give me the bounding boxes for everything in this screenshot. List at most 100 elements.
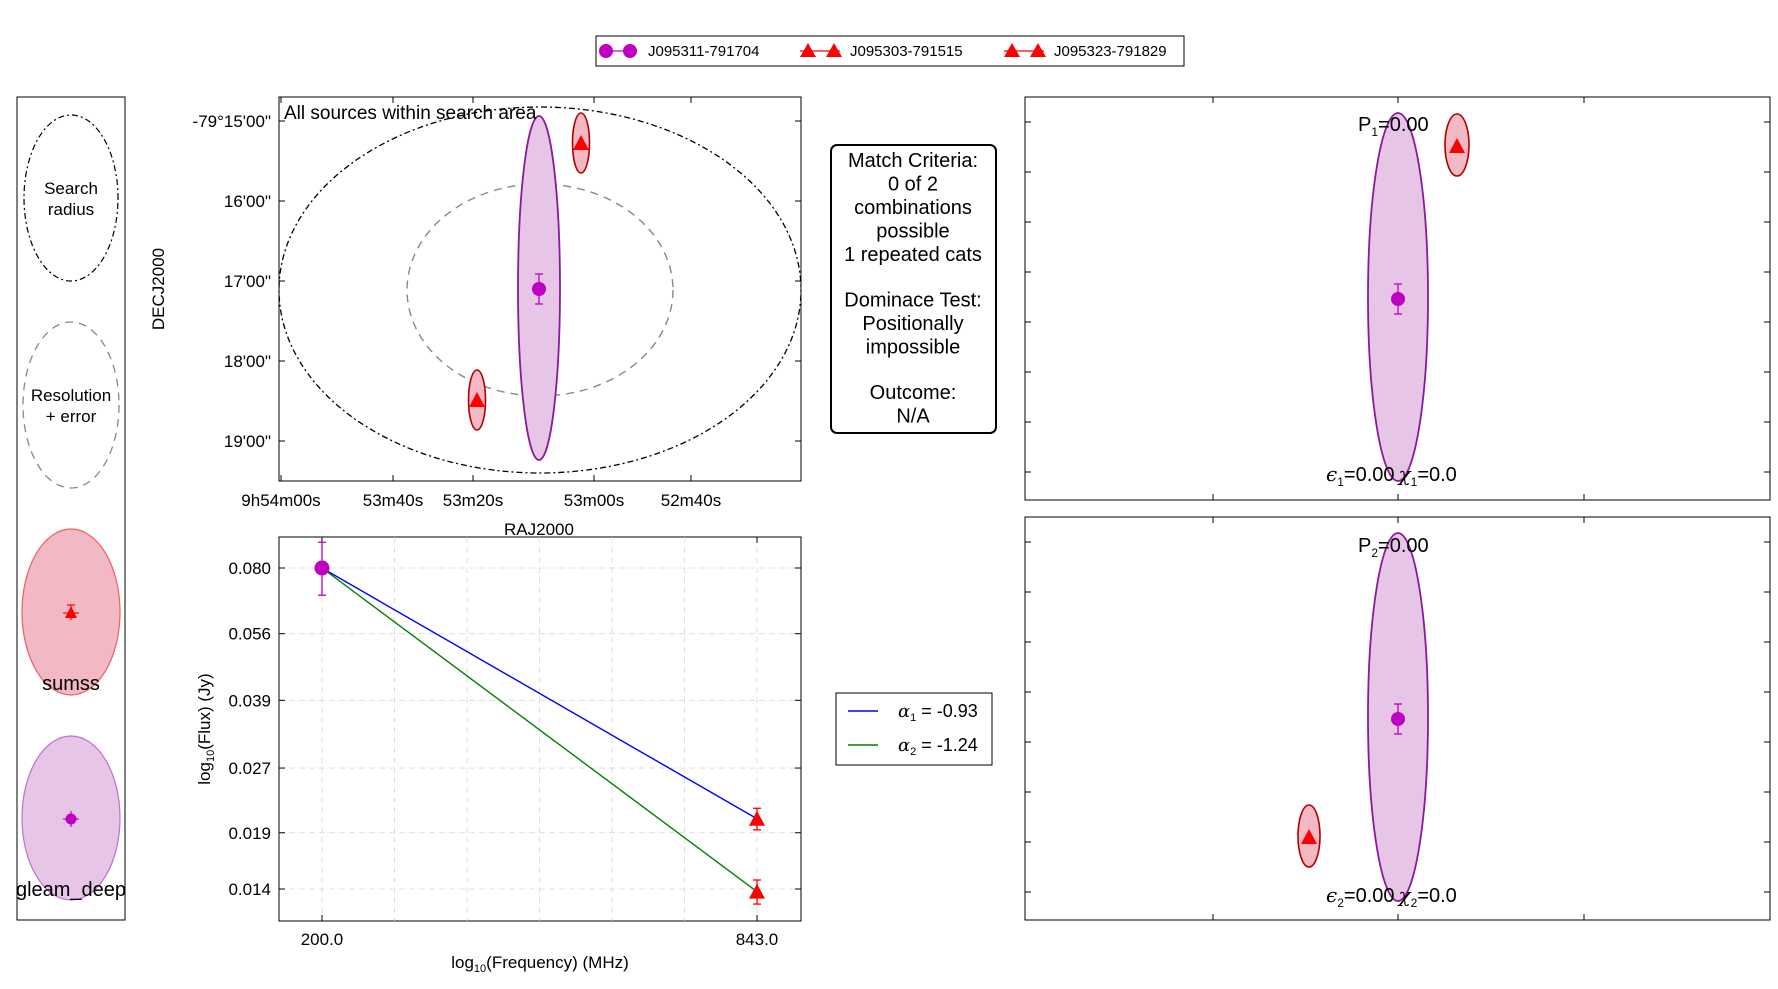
pos-ytick-label: 19'00" [224, 432, 271, 451]
alpha-2-value: = -1.24 [916, 735, 978, 755]
top-legend-frame [595, 35, 1185, 67]
position-plot: All sources within search area 9h54m00s 5… [149, 96, 802, 539]
position-gleam-marker-circle-icon [532, 273, 546, 305]
fit-line-alpha-1 [321, 567, 758, 820]
search-radius-label-1: Search [44, 179, 98, 198]
spectrum-ytick-label: 0.027 [228, 759, 271, 778]
alpha-1-value: = -0.93 [916, 701, 978, 721]
key-panel: Search radius Resolution + error sumss g… [16, 96, 126, 921]
criteria-line: combinations [854, 197, 972, 219]
position-plot-ticks: 9h54m00s 53m40s 53m20s 53m00s 52m40s -79°15'0… [193, 97, 801, 510]
legend-entry-3: J095323-791829 [1004, 43, 1167, 60]
spectrum-ytick-label: 0.039 [228, 691, 271, 710]
search-radius-ellipse [23, 114, 119, 282]
legend-label-1: J095311-791704 [648, 43, 760, 60]
pos-xtick-label: 52m40s [661, 491, 721, 510]
match-2-chi-sub: 2 [1411, 896, 1418, 910]
spectrum-ylabel: log10(Flux) (Jy) [195, 673, 217, 784]
match-1-stats: ϵ1=0.00 χ1=0.0 [1326, 462, 1457, 489]
top-legend: J095311-791704 J095303-791515 J095323-79… [595, 35, 1185, 67]
criteria-line: 0 of 2 [888, 174, 938, 196]
pos-ytick-label: 18'00" [224, 352, 271, 371]
spectrum-plot: 0.080 0.056 0.039 0.027 0.019 0.014 200.0 843.0… [195, 536, 802, 975]
match-1-p-sub: 1 [1371, 125, 1378, 139]
search-radius-label-2: radius [48, 200, 94, 219]
spectrum-points [314, 541, 765, 905]
spectrum-ytick-label: 0.014 [228, 880, 271, 899]
spectrum-ytick-label: 0.019 [228, 824, 271, 843]
match-2-e-label: ϵ [1326, 883, 1337, 907]
legend-entry-1: J095311-791704 [599, 43, 760, 60]
pos-ytick-label: -79°15'00" [193, 112, 271, 131]
pos-ytick-label: 17'00" [224, 272, 271, 291]
criteria-line: Match Criteria: [848, 150, 978, 172]
match-2-e-value: =0.00 [1344, 885, 1395, 907]
spectrum-xtick-label: 200.0 [301, 930, 344, 949]
match-1-p-value: =0.00 [1378, 114, 1429, 136]
legend-entry-2: J095303-791515 [800, 43, 963, 60]
match-panel-2: P2=0.00 ϵ2=0.00 χ2=0.0 [1024, 516, 1771, 921]
alpha-legend-label-1: α1 = -0.93 [898, 701, 978, 724]
spectrum-ytick-label: 0.056 [228, 625, 271, 644]
spectrum-point-triangle-icon [749, 879, 765, 905]
resolution-error-ellipse [22, 321, 120, 489]
spectrum-xtick-label: 843.0 [736, 930, 779, 949]
match-1-probability: P1=0.00 [1358, 114, 1429, 139]
match-1-p-label: P [1358, 114, 1371, 136]
match-2-probability: P2=0.00 [1358, 535, 1429, 560]
match-1-chi-sub: 1 [1411, 475, 1418, 489]
criteria-line: Positionally [862, 313, 963, 335]
sumss-key-label: sumss [42, 673, 100, 695]
criteria-line: N/A [896, 406, 930, 428]
legend-marker-triangle-icon [800, 43, 842, 57]
resolution-error-label-2: + error [46, 407, 97, 426]
match-2-p-sub: 2 [1371, 546, 1378, 560]
alpha-legend: α1 = -0.93 α2 = -1.24 [835, 692, 993, 766]
match-2-stats: ϵ2=0.00 χ2=0.0 [1326, 883, 1457, 910]
criteria-line: impossible [866, 337, 960, 359]
match-panel-1: P1=0.00 ϵ1=0.00 χ1=0.0 [1024, 96, 1771, 501]
match-2-chi-value: =0.0 [1417, 885, 1456, 907]
match-1-gleam-circle-icon [1391, 283, 1405, 315]
position-plot-ylabel: DECJ2000 [149, 248, 168, 330]
match-1-e-value: =0.00 [1344, 464, 1395, 486]
spectrum-xlabel: log10(Frequency) (MHz) [451, 953, 629, 975]
alpha-2-symbol: α [898, 735, 910, 756]
spectrum-point-circle-icon [314, 541, 330, 596]
alpha-1-symbol: α [898, 701, 910, 722]
pos-ytick-label: 16'00" [224, 192, 271, 211]
match-panel-2-ticks [1025, 517, 1770, 920]
spectrum-point-triangle-icon [749, 807, 765, 831]
search-area-ellipse [279, 106, 801, 474]
alpha-legend-frame [835, 692, 993, 766]
legend-label-3: J095323-791829 [1054, 43, 1167, 60]
sumss-key-triangle-icon [63, 604, 79, 620]
alpha-2-sub: 2 [910, 746, 916, 758]
position-plot-xlabel: RAJ2000 [504, 520, 574, 539]
match-1-chi-value: =0.0 [1417, 464, 1456, 486]
legend-label-2: J095303-791515 [850, 43, 963, 60]
match-1-e-label: ϵ [1326, 462, 1337, 486]
pos-xtick-label: 9h54m00s [241, 491, 320, 510]
pos-xtick-label: 53m00s [564, 491, 624, 510]
alpha-1-sub: 1 [910, 712, 916, 724]
spectrum-grid [279, 537, 801, 921]
fit-line-alpha-2 [321, 567, 758, 893]
pos-xtick-label: 53m40s [363, 491, 423, 510]
gleam-key-circle-icon [63, 811, 79, 827]
position-sumss-2-marker-triangle-icon [469, 392, 485, 407]
match-1-chi-label: χ [1397, 462, 1413, 486]
criteria-line: Outcome: [870, 382, 957, 404]
criteria-box: Match Criteria:0 of 2combinationspossibl… [830, 144, 997, 434]
match-2-sumss-triangle-icon [1301, 829, 1317, 844]
spectrum-ticks: 0.080 0.056 0.039 0.027 0.019 0.014 200.0 843.0 [228, 537, 801, 949]
criteria-line: Dominace Test: [844, 290, 981, 312]
legend-marker-triangle-icon [1004, 43, 1046, 57]
match-1-e-sub: 1 [1337, 475, 1344, 489]
position-plot-title: All sources within search area [284, 103, 537, 124]
match-2-p-label: P [1358, 535, 1371, 557]
spectrum-ytick-label: 0.080 [228, 559, 271, 578]
criteria-line: 1 repeated cats [844, 244, 982, 266]
